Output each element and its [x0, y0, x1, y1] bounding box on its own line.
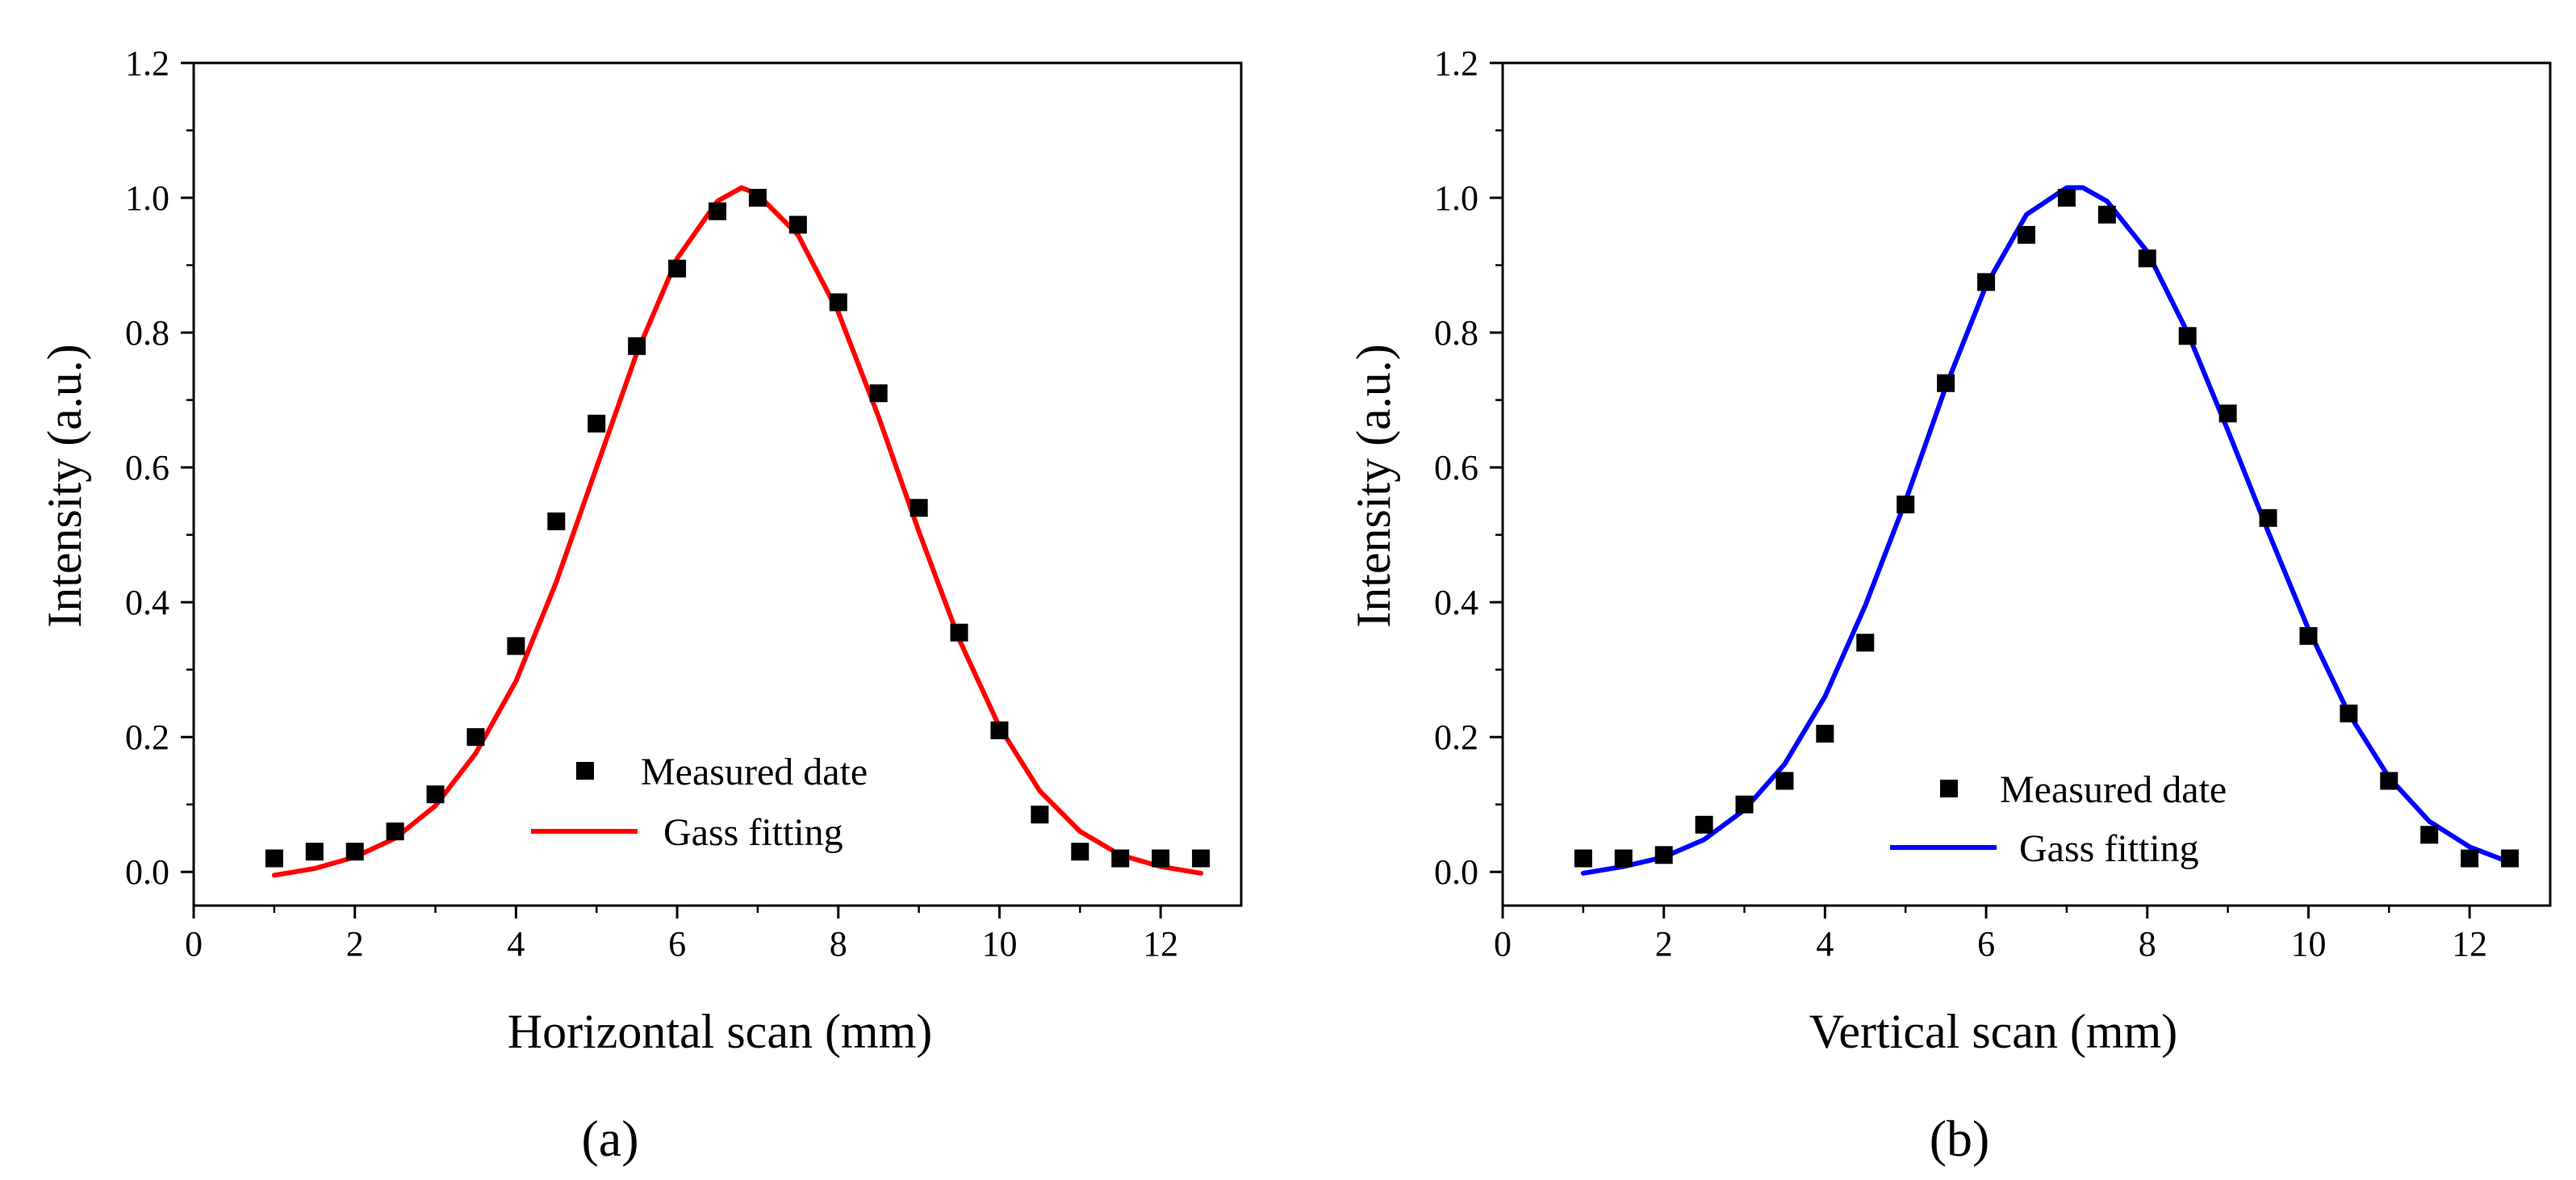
y-tick-label: 0.2 — [1434, 718, 1478, 757]
plot-frame — [1501, 61, 2552, 907]
data-point — [507, 637, 525, 655]
data-point — [2259, 508, 2277, 527]
x-tick-label: 8 — [830, 924, 847, 964]
data-point — [547, 512, 566, 530]
data-point — [1775, 772, 1794, 790]
y-axis-title: Intensity (a.u.) — [38, 344, 91, 628]
panel-label: (b) — [1930, 1110, 1990, 1167]
y-tick-label: 0.6 — [1434, 448, 1478, 487]
y-tick-label: 0.0 — [125, 852, 169, 892]
data-point — [709, 202, 726, 220]
fit-curve — [271, 185, 1204, 878]
y-tick-label: 0.0 — [1434, 852, 1478, 892]
y-tick-label: 0.8 — [1434, 313, 1478, 353]
y-tick-label: 0.6 — [125, 448, 169, 487]
legend: Measured date Gass fitting — [531, 751, 868, 854]
data-point — [1111, 849, 1130, 868]
y-tick-label: 1.2 — [125, 44, 169, 83]
data-point — [990, 721, 1009, 739]
data-point — [588, 414, 606, 433]
y-tick-label: 0.2 — [125, 718, 169, 757]
x-tick-label: 2 — [346, 924, 364, 964]
data-point — [2461, 849, 2479, 868]
legend-label-fit: Gass fitting — [2019, 827, 2199, 870]
x-tick-label: 4 — [1816, 924, 1834, 964]
data-point — [829, 293, 847, 312]
data-point — [628, 337, 646, 355]
x-tick-label: 4 — [507, 924, 525, 964]
data-point — [2380, 772, 2398, 790]
data-point — [2018, 225, 2035, 244]
y-tick-label: 1.0 — [125, 178, 169, 218]
data-point — [1896, 496, 1915, 514]
data-point — [1977, 273, 1996, 291]
x-tick-label: 12 — [2452, 924, 2487, 964]
x-axis-title: Vertical scan (mm) — [1809, 1005, 2177, 1058]
x-tick-label: 6 — [668, 924, 686, 964]
data-point — [1574, 849, 1592, 868]
plot-area: 0 2 4 6 8 10 12 0.0 0.2 0.4 0.6 0.8 1.0 1.2 — [1434, 44, 2552, 964]
x-tick-label: 0 — [1494, 924, 1512, 964]
data-point — [1816, 725, 1834, 743]
x-axis-title: Horizontal scan (mm) — [508, 1005, 933, 1058]
x-tick-label: 6 — [1977, 924, 1995, 964]
data-point — [2299, 626, 2318, 645]
data-point — [1654, 846, 1673, 864]
data-point — [950, 623, 968, 642]
chart-panel-b: Vertical scan (mm) Intensity (a.u.) (b) … — [1347, 44, 2552, 1167]
data-point — [788, 215, 807, 234]
legend-label-measured: Measured date — [2000, 768, 2227, 811]
legend-marker-measured — [576, 762, 594, 780]
legend: Measured date Gass fitting — [1890, 768, 2227, 870]
legend-label-fit: Gass fitting — [663, 811, 843, 854]
plot-area: 0 2 4 6 8 10 12 0.0 0.2 0.4 0.6 0.8 1.0 1.2 — [125, 44, 1243, 964]
panel-label: (a) — [581, 1110, 638, 1167]
x-tick-label: 2 — [1655, 924, 1673, 964]
data-point — [2218, 404, 2237, 423]
data-point — [1937, 374, 1955, 392]
data-point — [2057, 189, 2076, 207]
data-point — [1614, 849, 1633, 868]
data-point — [748, 189, 767, 207]
plot-frame — [192, 61, 1243, 907]
data-point — [2138, 249, 2156, 268]
y-tick-label: 1.2 — [1434, 44, 1478, 83]
data-point — [2097, 205, 2116, 224]
y-tick-label: 0.8 — [125, 313, 169, 353]
x-tick-label: 10 — [981, 924, 1017, 964]
data-point — [466, 728, 485, 747]
data-point — [1152, 849, 1170, 868]
data-point — [426, 785, 445, 804]
data-point — [2340, 704, 2358, 722]
data-point — [2501, 849, 2520, 868]
data-point — [2178, 327, 2197, 345]
data-point — [1031, 805, 1049, 824]
data-point — [1695, 815, 1713, 834]
legend-marker-measured — [1940, 780, 1958, 797]
x-tick-label: 12 — [1143, 924, 1178, 964]
y-tick-label: 0.4 — [1434, 583, 1478, 622]
x-tick-label: 10 — [2290, 924, 2326, 964]
data-point — [1856, 634, 1875, 652]
legend-label-measured: Measured date — [641, 751, 868, 793]
data-point — [1071, 843, 1089, 861]
y-tick-label: 1.0 — [1434, 178, 1478, 218]
y-axis-title: Intensity (a.u.) — [1347, 344, 1400, 628]
x-tick-label: 8 — [2139, 924, 2156, 964]
data-point — [1735, 795, 1754, 814]
data-point — [386, 822, 404, 841]
data-point — [265, 849, 283, 868]
data-point — [2420, 826, 2439, 844]
data-point — [305, 843, 324, 861]
data-point — [910, 499, 928, 517]
y-tick-label: 0.4 — [125, 583, 169, 622]
data-point — [668, 259, 687, 278]
data-point — [1192, 849, 1211, 868]
x-tick-label: 0 — [185, 924, 203, 964]
data-point — [869, 384, 888, 403]
chart-panel-a: Horizontal scan (mm) Intensity (a.u.) (a… — [38, 44, 1243, 1167]
data-point — [345, 843, 364, 861]
